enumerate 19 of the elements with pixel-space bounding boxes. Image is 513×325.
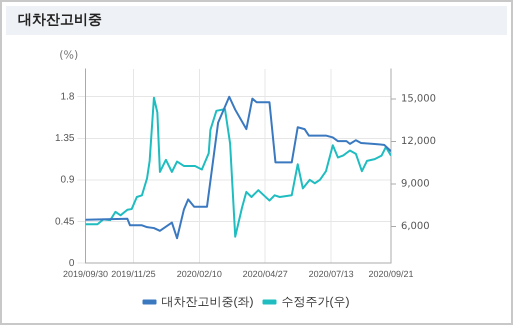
y-axis-title: (%) bbox=[59, 48, 78, 62]
x-tick-label: 2020/07/13 bbox=[308, 269, 354, 280]
y-tick-label: 1.35 bbox=[54, 133, 75, 144]
x-tick-label: 2020/04/27 bbox=[242, 269, 288, 280]
chart-title: 대차잔고비중 bbox=[6, 6, 507, 35]
y2-tick-label: 15,000 bbox=[401, 93, 436, 104]
y2-tick-label: 6,000 bbox=[401, 220, 430, 232]
legend-label: 대차잔고비중(좌) bbox=[162, 294, 254, 308]
y-tick-label: 0 bbox=[68, 258, 75, 269]
y-tick-label: 0.45 bbox=[54, 216, 75, 228]
x-tick-label: 2020/02/10 bbox=[176, 269, 222, 280]
y-tick-label: 0.9 bbox=[60, 174, 75, 186]
y2-tick-label: 12,000 bbox=[401, 136, 436, 147]
x-tick-label: 2019/09/30 bbox=[62, 269, 108, 280]
y-tick-label: 1.8 bbox=[60, 91, 75, 102]
legend-label: 수정주가(우) bbox=[282, 294, 350, 308]
x-tick-label: 2020/09/21 bbox=[368, 269, 414, 280]
x-tick-label: 2019/11/25 bbox=[111, 269, 156, 280]
y2-tick-label: 9,000 bbox=[401, 178, 430, 190]
